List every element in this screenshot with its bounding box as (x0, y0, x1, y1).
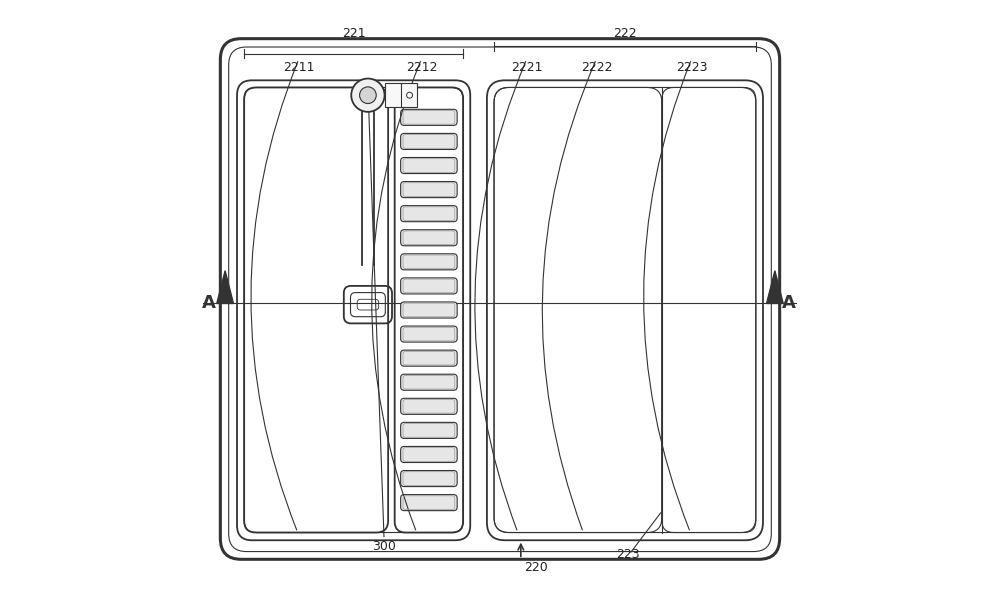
FancyBboxPatch shape (401, 350, 457, 366)
FancyBboxPatch shape (401, 278, 457, 294)
FancyBboxPatch shape (401, 206, 457, 222)
Circle shape (351, 79, 385, 112)
FancyBboxPatch shape (401, 109, 457, 126)
Circle shape (360, 87, 376, 104)
Text: 2223: 2223 (676, 61, 707, 74)
FancyBboxPatch shape (401, 398, 457, 414)
Text: 2212: 2212 (406, 61, 437, 74)
Text: 2222: 2222 (581, 61, 612, 74)
Text: 220: 220 (524, 561, 548, 574)
Text: A: A (202, 295, 215, 312)
Text: 222: 222 (613, 27, 637, 40)
Text: 2221: 2221 (511, 61, 543, 74)
FancyBboxPatch shape (401, 230, 457, 246)
FancyBboxPatch shape (401, 471, 457, 487)
FancyBboxPatch shape (401, 158, 457, 174)
Text: 300: 300 (372, 540, 396, 553)
FancyBboxPatch shape (401, 494, 457, 511)
FancyBboxPatch shape (401, 446, 457, 462)
FancyBboxPatch shape (401, 133, 457, 149)
FancyBboxPatch shape (401, 374, 457, 390)
Polygon shape (767, 271, 783, 303)
Text: 2211: 2211 (283, 61, 315, 74)
Text: A: A (782, 295, 796, 312)
Text: 223: 223 (616, 548, 640, 561)
FancyBboxPatch shape (401, 302, 457, 318)
FancyBboxPatch shape (385, 83, 417, 107)
Text: 221: 221 (342, 27, 366, 40)
FancyBboxPatch shape (401, 326, 457, 342)
Polygon shape (217, 271, 233, 303)
FancyBboxPatch shape (401, 181, 457, 198)
FancyBboxPatch shape (401, 422, 457, 439)
FancyBboxPatch shape (401, 254, 457, 270)
